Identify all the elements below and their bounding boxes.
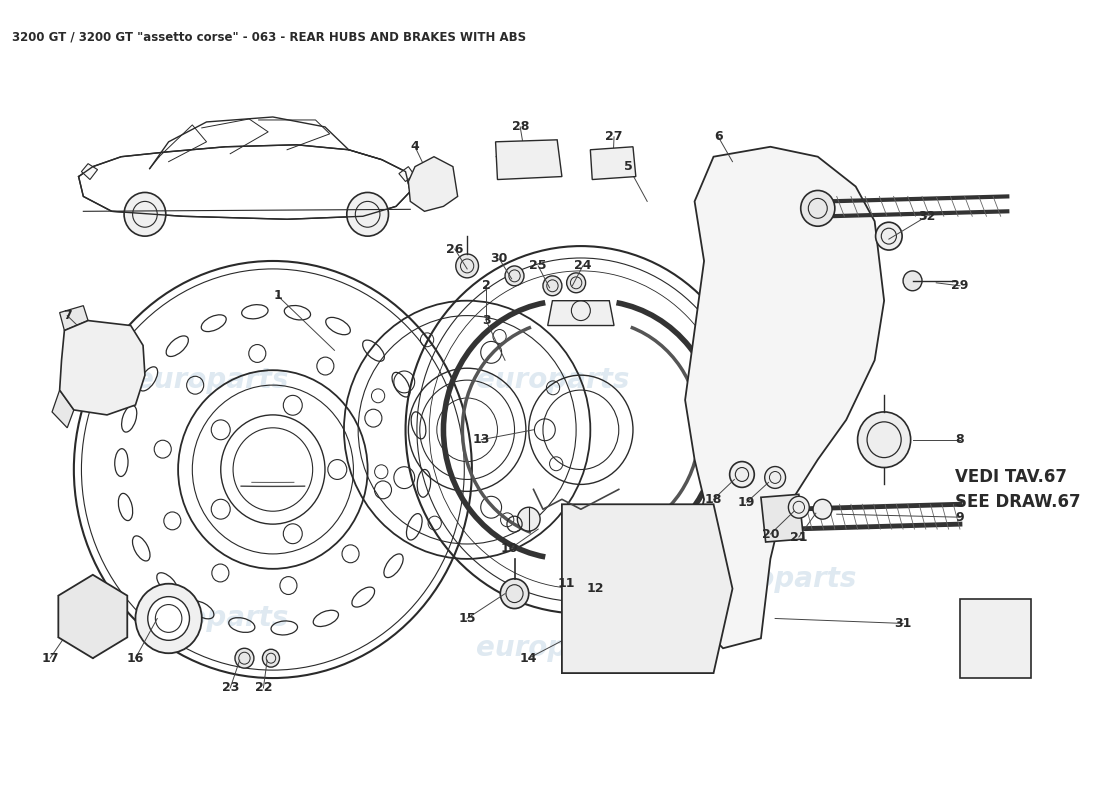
Circle shape	[903, 271, 922, 290]
Text: 32: 32	[918, 210, 935, 222]
Circle shape	[876, 222, 902, 250]
Circle shape	[346, 193, 388, 236]
Polygon shape	[81, 164, 98, 179]
Circle shape	[500, 578, 529, 609]
Circle shape	[612, 157, 626, 170]
Circle shape	[543, 276, 562, 296]
Text: 15: 15	[459, 612, 476, 625]
Text: 26: 26	[447, 242, 463, 255]
Text: 10: 10	[500, 542, 518, 555]
Polygon shape	[78, 145, 410, 219]
Circle shape	[858, 412, 911, 467]
Polygon shape	[562, 504, 733, 673]
Polygon shape	[685, 146, 884, 648]
Text: 27: 27	[605, 130, 623, 143]
Text: europarts: europarts	[134, 605, 288, 633]
Text: 30: 30	[491, 253, 508, 266]
Text: 9: 9	[956, 510, 965, 524]
Polygon shape	[59, 306, 88, 330]
Text: europarts: europarts	[475, 366, 629, 394]
Circle shape	[576, 559, 632, 618]
Circle shape	[642, 559, 700, 618]
Text: 22: 22	[254, 682, 272, 694]
Polygon shape	[761, 494, 804, 542]
Circle shape	[455, 254, 478, 278]
Polygon shape	[59, 321, 145, 415]
Text: 17: 17	[42, 652, 59, 665]
Text: 11: 11	[558, 578, 575, 590]
Polygon shape	[399, 166, 414, 182]
Text: 20: 20	[761, 527, 779, 541]
Circle shape	[503, 152, 516, 166]
Text: 8: 8	[956, 434, 965, 446]
Circle shape	[235, 648, 254, 668]
Circle shape	[519, 152, 532, 166]
Text: 1: 1	[273, 290, 282, 302]
Circle shape	[813, 499, 832, 519]
Text: europarts: europarts	[703, 565, 857, 593]
Text: 19: 19	[738, 496, 756, 509]
Circle shape	[263, 650, 279, 667]
Polygon shape	[960, 598, 1031, 678]
Polygon shape	[58, 574, 128, 658]
Text: 14: 14	[520, 652, 538, 665]
Text: 23: 23	[221, 682, 239, 694]
Circle shape	[66, 589, 119, 644]
Circle shape	[517, 507, 540, 531]
Polygon shape	[408, 157, 458, 211]
Text: 31: 31	[894, 617, 912, 630]
Polygon shape	[496, 140, 562, 179]
Text: 5: 5	[624, 160, 632, 173]
Text: 28: 28	[512, 121, 529, 134]
Circle shape	[801, 190, 835, 226]
Circle shape	[598, 157, 612, 170]
Circle shape	[764, 466, 785, 488]
Circle shape	[566, 273, 585, 293]
Text: 2: 2	[482, 279, 491, 292]
Polygon shape	[591, 146, 636, 179]
Text: 29: 29	[952, 279, 969, 292]
Polygon shape	[548, 301, 614, 326]
Circle shape	[789, 496, 810, 518]
Text: europarts: europarts	[134, 366, 288, 394]
Text: 3200 GT / 3200 GT "assetto corse" - 063 - REAR HUBS AND BRAKES WITH ABS: 3200 GT / 3200 GT "assetto corse" - 063 …	[12, 30, 527, 43]
Circle shape	[535, 152, 548, 166]
Text: 18: 18	[705, 493, 723, 506]
Text: 4: 4	[410, 140, 419, 154]
Circle shape	[147, 597, 189, 640]
Text: 21: 21	[790, 530, 807, 543]
Text: 7: 7	[63, 309, 72, 322]
Circle shape	[135, 584, 201, 654]
Text: 25: 25	[529, 259, 547, 273]
Circle shape	[729, 462, 755, 487]
Circle shape	[124, 193, 166, 236]
Text: 6: 6	[714, 130, 723, 143]
Text: europarts: europarts	[475, 634, 629, 662]
Polygon shape	[52, 390, 74, 428]
Text: 13: 13	[473, 434, 490, 446]
Text: VEDI TAV.67
SEE DRAW.67: VEDI TAV.67 SEE DRAW.67	[955, 468, 1081, 511]
Text: 12: 12	[586, 582, 604, 595]
Text: 16: 16	[126, 652, 144, 665]
Circle shape	[505, 266, 524, 286]
Text: 3: 3	[482, 314, 491, 327]
Text: 24: 24	[574, 259, 592, 273]
